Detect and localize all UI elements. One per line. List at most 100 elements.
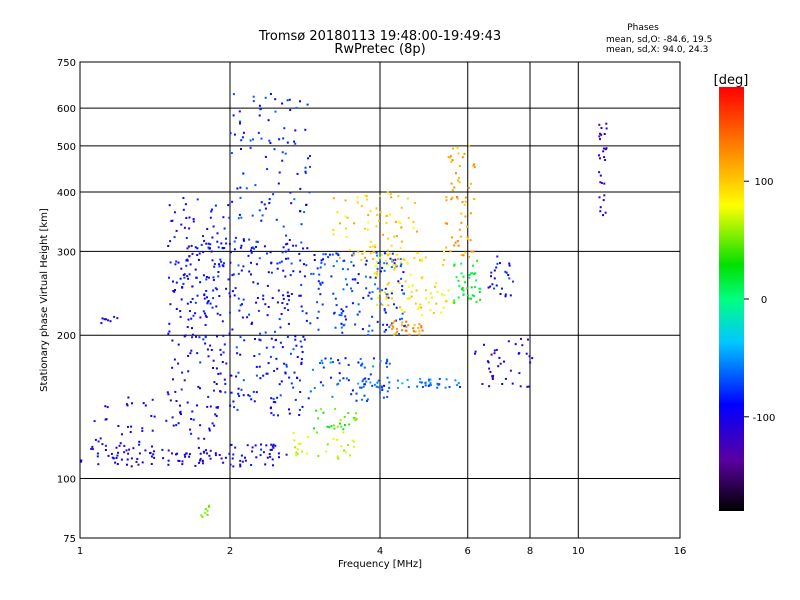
data-point: [462, 275, 465, 278]
data-point: [517, 352, 520, 355]
data-point: [322, 258, 325, 261]
data-point: [276, 301, 279, 304]
data-point: [463, 281, 466, 284]
data-point: [324, 253, 327, 256]
data-point: [305, 319, 308, 322]
data-point: [453, 264, 456, 267]
data-point: [175, 260, 178, 263]
data-point: [217, 271, 220, 273]
data-point: [453, 263, 456, 266]
data-point: [223, 378, 226, 381]
data-point: [400, 308, 403, 311]
data-point: [300, 241, 303, 244]
data-point: [346, 268, 349, 271]
data-point: [206, 509, 209, 512]
data-point: [322, 384, 325, 387]
y-tick-label: 750: [57, 58, 76, 69]
data-point: [217, 373, 220, 375]
data-point: [288, 295, 290, 298]
data-point: [243, 339, 246, 342]
data-point: [358, 386, 361, 389]
data-point: [153, 450, 155, 453]
data-point: [443, 250, 445, 253]
data-point: [326, 443, 329, 446]
data-point: [364, 227, 367, 230]
data-point: [460, 262, 463, 265]
data-point: [405, 320, 408, 323]
data-point: [383, 309, 386, 312]
data-point: [322, 366, 325, 369]
data-point: [278, 318, 281, 321]
data-point: [460, 272, 463, 275]
data-point: [230, 374, 233, 377]
data-point: [313, 427, 315, 430]
data-point: [300, 305, 303, 308]
data-point: [270, 397, 273, 400]
data-point: [256, 240, 259, 243]
data-point: [364, 263, 367, 266]
data-point: [272, 397, 275, 400]
data-point: [199, 387, 201, 390]
data-point: [385, 298, 388, 300]
data-point: [385, 296, 388, 298]
data-point: [491, 376, 494, 379]
data-point: [256, 297, 259, 299]
data-point: [371, 315, 374, 318]
data-point: [278, 171, 281, 174]
data-point: [368, 324, 371, 327]
data-point: [599, 174, 602, 177]
data-point: [206, 452, 208, 455]
data-point: [257, 309, 260, 312]
data-point: [214, 287, 217, 290]
data-point: [453, 301, 456, 304]
data-point: [605, 122, 608, 125]
data-point: [235, 375, 238, 378]
data-point: [248, 270, 251, 273]
data-point: [292, 386, 295, 389]
data-point: [308, 191, 311, 194]
data-point: [408, 333, 411, 336]
data-point: [186, 247, 189, 250]
data-point: [352, 417, 355, 420]
data-point: [398, 282, 401, 285]
data-point: [479, 298, 482, 301]
data-point: [352, 252, 355, 255]
data-point: [462, 289, 465, 292]
data-point: [168, 330, 171, 333]
data-point: [200, 243, 203, 246]
data-point: [455, 172, 457, 175]
data-point: [501, 287, 503, 290]
data-point: [473, 286, 476, 288]
data-point: [442, 263, 445, 266]
data-point: [167, 463, 170, 466]
data-point: [424, 384, 427, 387]
data-point: [495, 348, 498, 351]
data-point: [374, 283, 376, 286]
data-point: [334, 326, 337, 329]
data-point: [215, 415, 218, 417]
data-point: [340, 425, 343, 428]
data-point: [286, 294, 289, 297]
data-point: [356, 201, 359, 204]
data-point: [387, 294, 390, 297]
data-point: [242, 379, 245, 382]
data-point: [418, 306, 421, 309]
data-point: [472, 264, 474, 267]
data-point: [110, 452, 113, 455]
data-point: [391, 322, 394, 325]
data-point: [273, 370, 276, 372]
data-point: [294, 129, 297, 132]
data-point: [458, 228, 461, 231]
data-point: [262, 298, 265, 301]
colorbar-tick-label: -100: [753, 413, 776, 424]
data-point: [255, 391, 258, 394]
data-point: [199, 424, 202, 427]
data-point: [397, 220, 400, 223]
data-point: [229, 251, 232, 254]
data-point: [396, 330, 399, 333]
data-point: [300, 283, 303, 286]
data-point: [175, 281, 178, 284]
data-point: [382, 233, 385, 236]
data-point: [297, 442, 300, 445]
data-point: [326, 425, 329, 428]
